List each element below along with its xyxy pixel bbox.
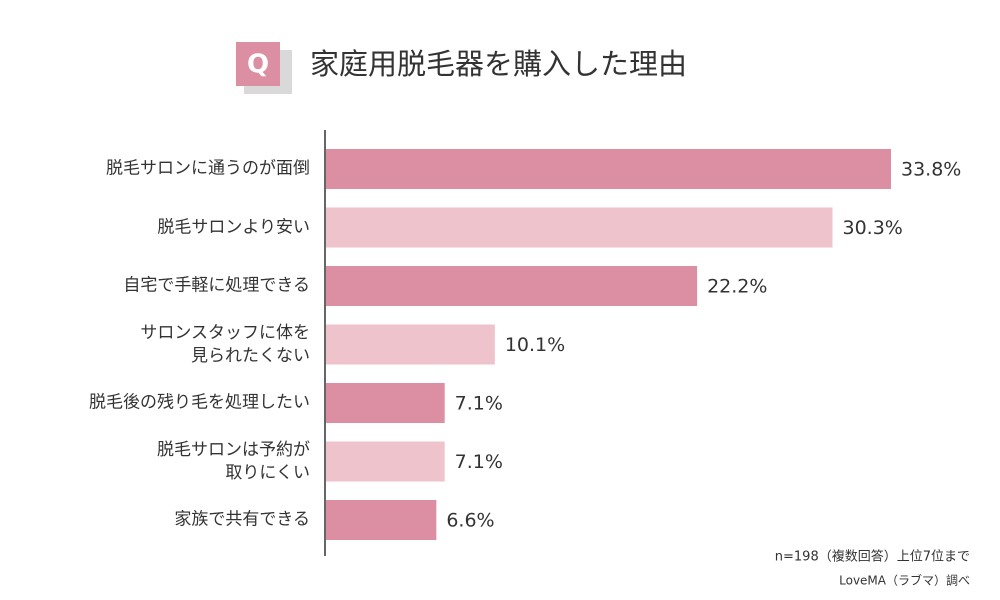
bar (326, 266, 698, 306)
value-label: 33.8% (901, 159, 961, 181)
value-label: 22.2% (707, 276, 767, 298)
bar (326, 324, 495, 365)
chart-title: 家庭用脱毛器を購入した理由 (310, 47, 687, 81)
category-label: サロンスタッフに体を 見られたくない (140, 322, 310, 366)
note: n=198（複数回答）上位7位まで (775, 549, 970, 565)
note: LoveMA（ラブマ）調べ (839, 573, 970, 588)
bar (326, 207, 833, 248)
bar (326, 500, 437, 540)
category-label: 脱毛サロンに通うのが面倒 (106, 158, 310, 179)
value-label: 6.6% (446, 510, 494, 532)
category-label: 自宅で手軽に処理できる (123, 275, 310, 296)
badge-text: Q (247, 50, 269, 80)
badge (236, 42, 280, 86)
value-label: 30.3% (842, 217, 902, 239)
value-label: 7.1% (455, 393, 503, 415)
category-label: 脱毛後の残り毛を処理したい (89, 392, 310, 413)
bar (326, 149, 891, 189)
bar (326, 441, 445, 482)
value-label: 7.1% (455, 451, 503, 473)
category-label: 脱毛サロンは予約が 取りにくい (157, 439, 310, 483)
bar (326, 383, 445, 423)
category-label: 脱毛サロンより安い (157, 217, 310, 237)
category-label: 家族で共有できる (174, 509, 310, 530)
value-label: 10.1% (505, 334, 565, 356)
